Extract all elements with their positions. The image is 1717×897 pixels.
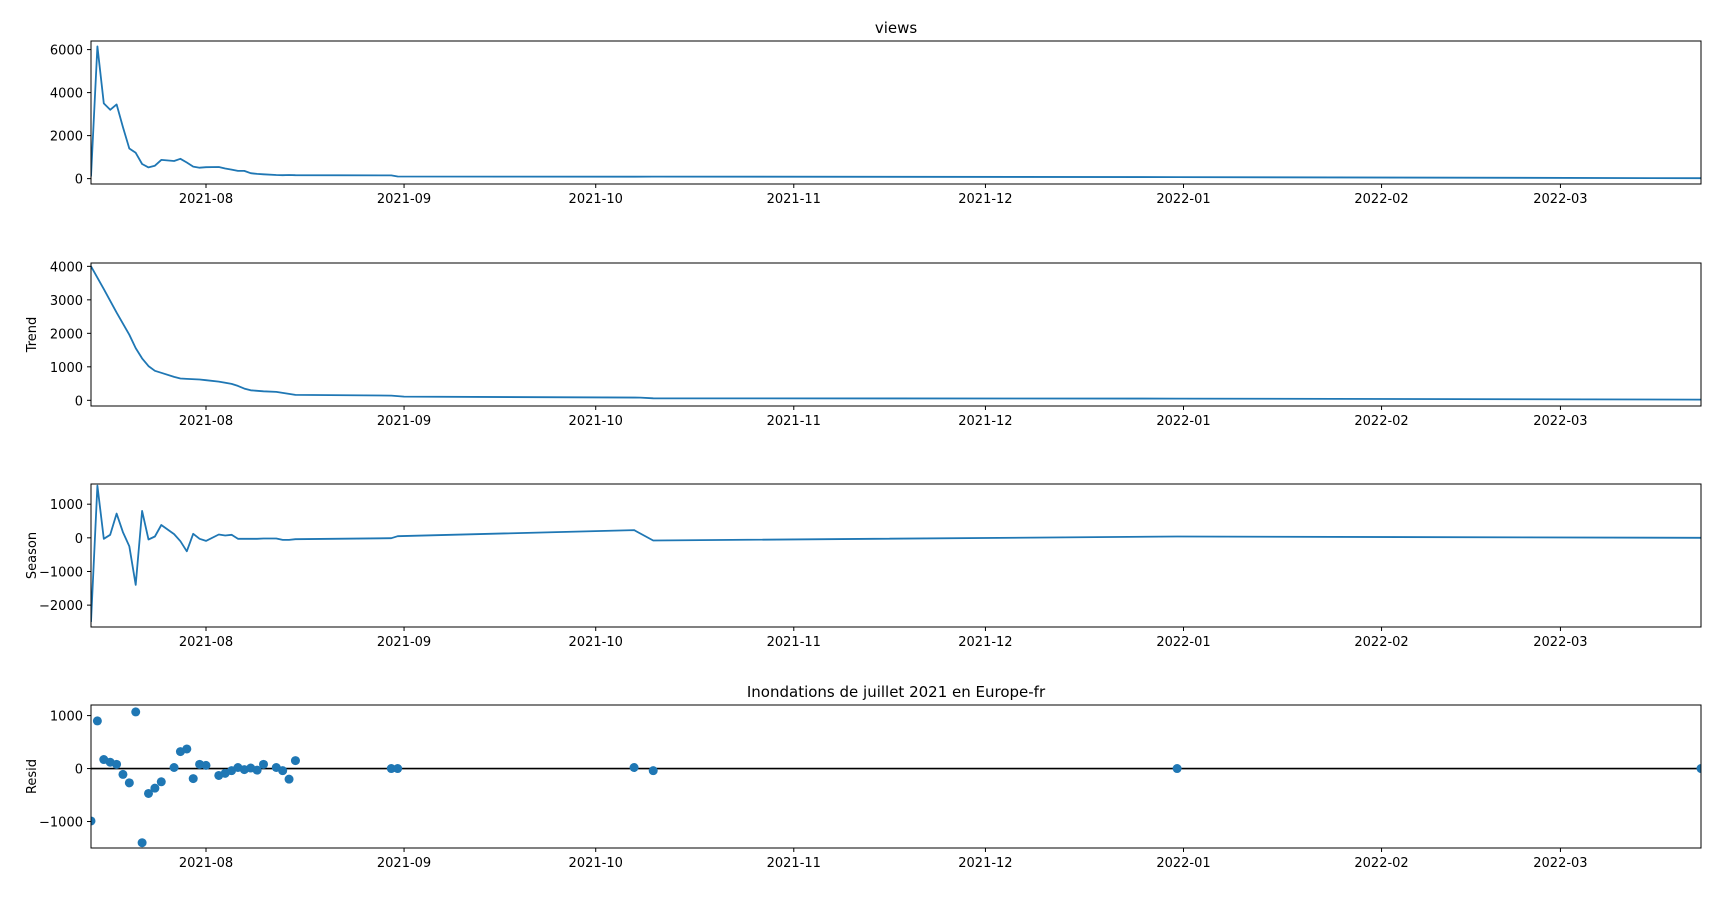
season-y-tick-label: 1000 bbox=[50, 498, 83, 513]
resid-data bbox=[91, 707, 1701, 848]
trend-y-tick-label: 1000 bbox=[50, 361, 83, 376]
resid-point bbox=[188, 774, 198, 784]
views-x-tick-label: 2021-11 bbox=[767, 192, 821, 207]
resid-x-tick-label: 2022-01 bbox=[1156, 856, 1210, 871]
trend-y-axis-label: Trend bbox=[25, 317, 40, 354]
trend-x-tick-label: 2021-12 bbox=[958, 414, 1012, 429]
views-x-tick-label: 2021-10 bbox=[569, 192, 623, 207]
resid-point bbox=[386, 764, 396, 774]
resid-point bbox=[201, 760, 211, 770]
trend-y-tick-label: 2000 bbox=[50, 327, 83, 342]
season-y-axis-label: Season bbox=[25, 532, 40, 579]
resid-point bbox=[169, 762, 179, 772]
season-panel: Season −2000 −1000 0 1000 2021-08 2021-09 2021-… bbox=[25, 483, 1702, 650]
views-data bbox=[91, 45, 1701, 180]
season-x-tick-label: 2021-08 bbox=[179, 635, 233, 650]
season-x-tick-label: 2022-03 bbox=[1533, 635, 1587, 650]
season-x-tick-label: 2021-12 bbox=[958, 635, 1012, 650]
resid-point bbox=[182, 744, 192, 754]
season-x-tick-label: 2021-09 bbox=[377, 635, 431, 650]
resid-point bbox=[284, 774, 294, 784]
resid-point bbox=[290, 756, 300, 766]
season-x-tick-label: 2021-11 bbox=[767, 635, 821, 650]
trend-data bbox=[91, 265, 1701, 401]
trend-x-tick-label: 2021-11 bbox=[767, 414, 821, 429]
trend-y-tick-label: 0 bbox=[75, 394, 83, 409]
season-data bbox=[91, 484, 1701, 623]
resid-y-tick-label: −1000 bbox=[39, 816, 83, 831]
trend-x-tick-label: 2021-10 bbox=[569, 414, 623, 429]
views-axes-frame bbox=[90, 40, 1702, 185]
resid-x-tick-label: 2022-02 bbox=[1354, 856, 1408, 871]
views-y-tick-label: 6000 bbox=[50, 44, 83, 59]
views-y-tick-label: 4000 bbox=[50, 87, 83, 102]
trend-panel: Trend 0 1000 2000 3000 4000 2021-08 2021-09 2021… bbox=[25, 260, 1702, 429]
resid-point bbox=[648, 766, 658, 776]
resid-point bbox=[92, 716, 102, 726]
trend-x-tick-label: 2022-01 bbox=[1156, 414, 1210, 429]
resid-point bbox=[1696, 764, 1701, 774]
resid-point bbox=[1172, 764, 1182, 774]
views-x-tick-label: 2022-01 bbox=[1156, 192, 1210, 207]
resid-point bbox=[124, 778, 134, 788]
season-axes-frame bbox=[90, 483, 1702, 628]
resid-point bbox=[131, 707, 141, 717]
resid-point bbox=[393, 764, 403, 774]
resid-point bbox=[629, 762, 639, 772]
views-x-tick-label: 2021-12 bbox=[958, 192, 1012, 207]
resid-axes-frame bbox=[90, 704, 1702, 849]
resid-point bbox=[252, 765, 262, 775]
resid-point bbox=[118, 769, 128, 779]
views-x-tick-label: 2022-03 bbox=[1533, 192, 1587, 207]
resid-point bbox=[144, 788, 153, 798]
views-panel: views 0 2000 4000 6000 2021-08 2021-09 2021-10 2… bbox=[50, 19, 1702, 207]
resid-x-tick-label: 2021-10 bbox=[569, 856, 623, 871]
views-series-line bbox=[91, 45, 1701, 180]
trend-x-tick-label: 2022-02 bbox=[1354, 414, 1408, 429]
resid-x-tick-label: 2021-11 bbox=[767, 856, 821, 871]
trend-x-tick-label: 2022-03 bbox=[1533, 414, 1587, 429]
resid-point bbox=[150, 783, 160, 793]
resid-point bbox=[156, 777, 166, 787]
resid-point bbox=[259, 759, 268, 769]
trend-x-tick-label: 2021-08 bbox=[179, 414, 233, 429]
resid-point bbox=[112, 759, 122, 769]
resid-point bbox=[137, 838, 147, 848]
views-x-tick-label: 2022-02 bbox=[1354, 192, 1408, 207]
season-series-line bbox=[91, 484, 1701, 623]
resid-point bbox=[278, 766, 288, 776]
season-x-tick-label: 2022-02 bbox=[1354, 635, 1408, 650]
views-y-tick-label: 0 bbox=[75, 173, 83, 188]
resid-y-tick-label: 0 bbox=[75, 763, 83, 778]
trend-axes-frame bbox=[90, 262, 1702, 407]
resid-x-tick-label: 2021-12 bbox=[958, 856, 1012, 871]
resid-x-tick-label: 2021-09 bbox=[377, 856, 431, 871]
season-y-tick-label: −1000 bbox=[39, 565, 83, 580]
season-y-tick-label: 0 bbox=[75, 532, 83, 547]
season-x-tick-label: 2022-01 bbox=[1156, 635, 1210, 650]
trend-y-tick-label: 3000 bbox=[50, 294, 83, 309]
resid-title: Inondations de juillet 2021 en Europe-fr bbox=[747, 683, 1046, 701]
resid-point bbox=[91, 816, 96, 826]
resid-panel: Inondations de juillet 2021 en Europe-fr… bbox=[25, 683, 1702, 871]
views-title: views bbox=[875, 19, 918, 37]
resid-x-tick-label: 2022-03 bbox=[1533, 856, 1587, 871]
views-y-tick-label: 2000 bbox=[50, 130, 83, 145]
season-y-tick-label: −2000 bbox=[39, 599, 83, 614]
season-x-tick-label: 2021-10 bbox=[569, 635, 623, 650]
trend-x-tick-label: 2021-09 bbox=[377, 414, 431, 429]
resid-y-tick-label: 1000 bbox=[50, 710, 83, 725]
views-x-tick-label: 2021-09 bbox=[377, 192, 431, 207]
resid-x-tick-label: 2021-08 bbox=[179, 856, 233, 871]
views-x-tick-label: 2021-08 bbox=[179, 192, 233, 207]
resid-y-axis-label: Resid bbox=[25, 759, 40, 794]
trend-y-tick-label: 4000 bbox=[50, 260, 83, 275]
trend-series-line bbox=[91, 265, 1701, 401]
